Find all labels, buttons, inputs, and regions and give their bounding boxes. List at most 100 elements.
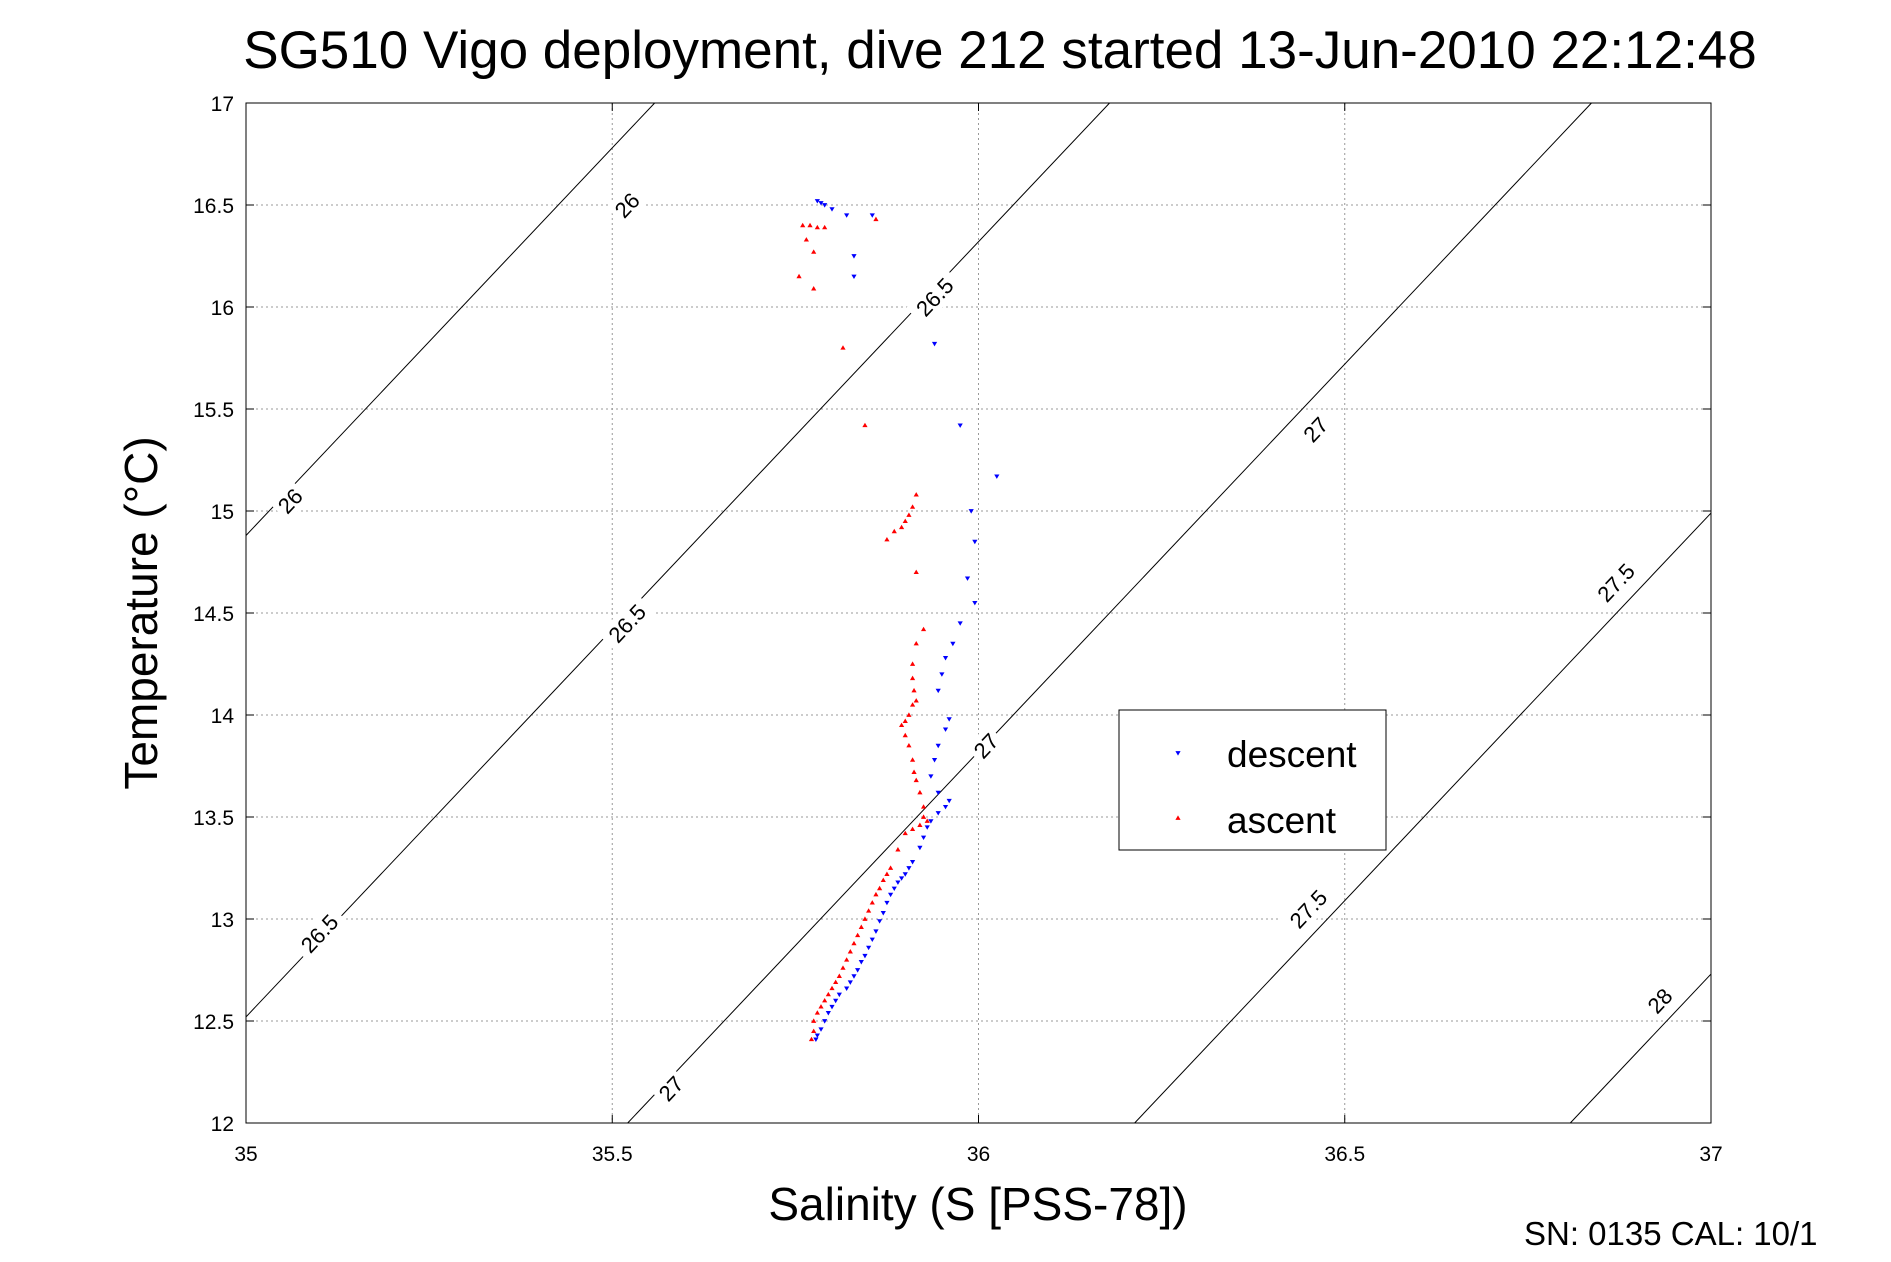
ascent-point xyxy=(906,712,912,717)
ascent-point xyxy=(851,940,857,946)
density-label-group: 26.5 xyxy=(290,903,348,963)
ascent-point xyxy=(895,847,901,852)
descent-point xyxy=(957,621,963,626)
descent-point xyxy=(909,860,916,865)
descent-point xyxy=(898,876,905,881)
density-label: 27 xyxy=(969,728,1004,763)
ascent-point xyxy=(909,675,916,681)
ascent-point xyxy=(898,524,905,530)
ascent-point xyxy=(880,877,886,883)
descent-point xyxy=(946,717,952,722)
x-tick-label: 36 xyxy=(967,1143,990,1166)
descent-point xyxy=(935,790,941,796)
ascent-point xyxy=(913,777,919,783)
ascent-point xyxy=(920,626,927,632)
ascent-point xyxy=(909,826,916,832)
descent-point xyxy=(844,986,850,991)
density-label-group: 28 xyxy=(1639,980,1681,1022)
descent-point xyxy=(888,892,894,898)
descent-point xyxy=(851,274,857,279)
descent-point xyxy=(844,213,850,218)
ascent-point xyxy=(847,949,853,954)
density-label-group: 27 xyxy=(965,725,1007,767)
y-tick-label: 17 xyxy=(211,93,234,116)
density-label-bg xyxy=(905,267,964,327)
descent-point xyxy=(869,213,875,218)
descent-point xyxy=(862,953,868,959)
descent-point xyxy=(895,880,901,885)
ascent-point xyxy=(911,769,917,774)
x-tick-label: 35.5 xyxy=(592,1143,633,1166)
density-label-bg xyxy=(965,725,1007,767)
descent-point xyxy=(855,968,861,973)
ascent-point xyxy=(911,687,917,693)
ascent-point xyxy=(873,216,879,222)
descent-point xyxy=(818,1027,824,1032)
legend-box xyxy=(1118,709,1387,851)
descent-point xyxy=(942,727,949,732)
ascent-point xyxy=(906,743,912,748)
ascent-point xyxy=(814,224,820,230)
descent-point xyxy=(994,474,1000,479)
density-label-bg xyxy=(269,480,311,522)
y-tick-label: 14.5 xyxy=(193,603,234,626)
density-label-group: 27 xyxy=(1295,408,1336,450)
ascent-point xyxy=(862,916,868,921)
descent-point xyxy=(891,886,897,891)
ascent-point xyxy=(909,661,916,666)
ascent-point xyxy=(836,973,842,978)
descent-point xyxy=(825,1011,831,1016)
density-label: 28 xyxy=(1643,983,1678,1018)
density-contour-labels: 26 26 26.5 26.5 26.5 27 27 27 27.5 27.5 28 xyxy=(269,184,1681,1109)
ascent-point xyxy=(877,885,883,891)
descent-point xyxy=(869,937,875,942)
descent-point xyxy=(924,825,930,830)
density-label: 26 xyxy=(610,188,645,223)
ascent-point xyxy=(796,273,802,279)
density-label-bg xyxy=(598,593,656,653)
x-axis-label: Salinity (S [PSS-78]) xyxy=(768,1178,1187,1230)
density-label-bg xyxy=(1587,553,1645,612)
descent-point xyxy=(866,945,872,951)
x-tick-label: 36.5 xyxy=(1324,1143,1365,1166)
ascent-point xyxy=(913,569,919,575)
legend-marker-descent xyxy=(1175,751,1181,756)
descent-point xyxy=(851,254,857,259)
descent-point xyxy=(880,911,886,916)
ascent-point xyxy=(917,789,923,795)
ascent-point xyxy=(873,891,879,897)
ascent-point xyxy=(825,991,831,997)
descent-point xyxy=(851,974,857,979)
descent-point xyxy=(928,774,934,779)
ascent-point xyxy=(909,757,916,762)
density-label-group: 26.5 xyxy=(598,593,656,653)
descent-point xyxy=(972,539,978,545)
ascent-point xyxy=(808,1036,815,1042)
legend-label-ascent: ascent xyxy=(1227,800,1337,841)
ascent-point xyxy=(920,804,927,809)
density-contour-27.5 xyxy=(1134,512,1712,1124)
descent-point xyxy=(877,919,883,924)
ascent-point xyxy=(840,345,846,350)
descent-point xyxy=(873,929,879,934)
ascent-point xyxy=(822,224,828,230)
descent-point xyxy=(829,1004,835,1010)
descent-point xyxy=(813,1037,819,1042)
x-tick-label: 37 xyxy=(1699,1143,1722,1166)
y-tick-label: 14 xyxy=(211,705,235,728)
descent-point xyxy=(884,900,890,906)
calibration-footer: SN: 0135 CAL: 10/1 xyxy=(1524,1215,1818,1252)
ascent-point xyxy=(891,528,897,534)
ascent-point xyxy=(902,518,908,524)
descent-point xyxy=(818,201,824,206)
ascent-point xyxy=(913,492,919,497)
descent-point xyxy=(917,845,923,851)
ascent-point xyxy=(909,504,916,509)
density-label-group: 27 xyxy=(650,1067,692,1109)
density-label: 27 xyxy=(654,1071,689,1106)
density-contours xyxy=(245,102,1712,1124)
ascent-point xyxy=(840,965,846,970)
density-contour-26.5 xyxy=(245,102,1110,1018)
density-contour-27 xyxy=(627,102,1592,1124)
